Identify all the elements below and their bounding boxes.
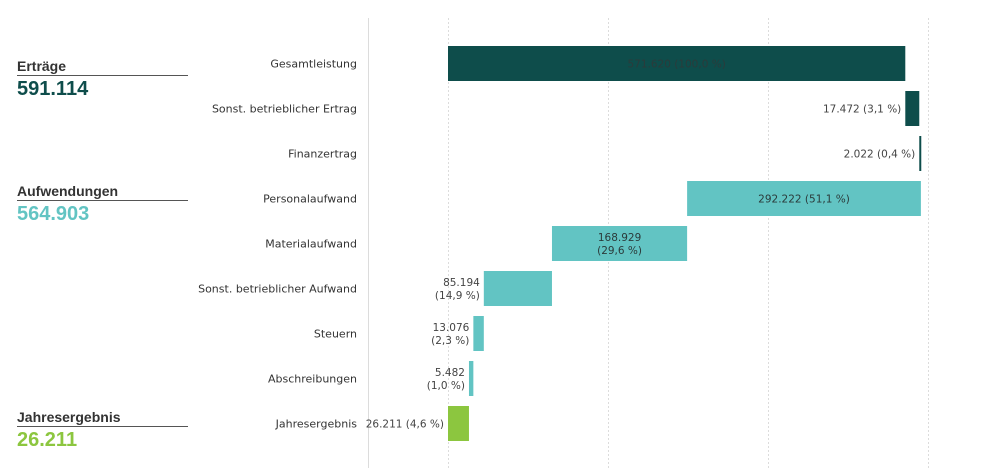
category-label-6: Steuern	[314, 328, 357, 341]
data-label-4: 168.929 (29,6 %)	[597, 232, 642, 257]
data-label-3: 292.222 (51,1 %)	[758, 194, 850, 206]
data-label-6: 13.076 (2,3 %)	[431, 322, 470, 347]
bar-0	[448, 46, 906, 81]
data-label-8: 26.211 (4,6 %)	[366, 419, 444, 431]
bar-6	[473, 316, 484, 351]
bar-8	[448, 406, 469, 441]
data-label-7: 5.482 (1,0 %)	[427, 367, 465, 392]
bar-5	[483, 271, 552, 306]
kpi-result-label: Jahresergebnis	[17, 409, 188, 427]
category-label-8: Jahresergebnis	[275, 418, 358, 431]
bar-3	[687, 181, 921, 216]
category-label-1: Sonst. betrieblicher Ertrag	[212, 103, 357, 116]
category-label-5: Sonst. betrieblicher Aufwand	[198, 283, 357, 296]
data-label-2: 2.022 (0,4 %)	[844, 149, 916, 161]
data-label-5: 85.194 (14,9 %)	[435, 277, 480, 302]
data-label-1: 17.472 (3,1 %)	[823, 104, 901, 116]
category-label-3: Personalaufwand	[263, 193, 357, 206]
kpi-income-label: Erträge	[17, 58, 188, 76]
category-label-0: Gesamtleistung	[270, 58, 357, 71]
kpi-expenses-value: 564.903	[17, 203, 90, 225]
kpi-expenses: Aufwendungen 564.903	[17, 183, 188, 226]
bar-7	[468, 361, 474, 396]
category-label-2: Finanzertrag	[288, 148, 357, 161]
kpi-expenses-label: Aufwendungen	[17, 183, 188, 201]
kpi-income-value: 591.114	[17, 78, 89, 100]
bar-1	[905, 91, 920, 126]
category-label-7: Abschreibungen	[268, 373, 357, 386]
bar-4	[551, 226, 688, 261]
data-label-0: 571.620 (100,0 %)	[627, 59, 725, 71]
bar-2	[919, 136, 922, 171]
kpi-result: Jahresergebnis 26.211	[17, 409, 188, 452]
kpi-income: Erträge 591.114	[17, 58, 188, 101]
category-label-4: Materialaufwand	[265, 238, 357, 251]
kpi-result-value: 26.211	[17, 429, 78, 451]
